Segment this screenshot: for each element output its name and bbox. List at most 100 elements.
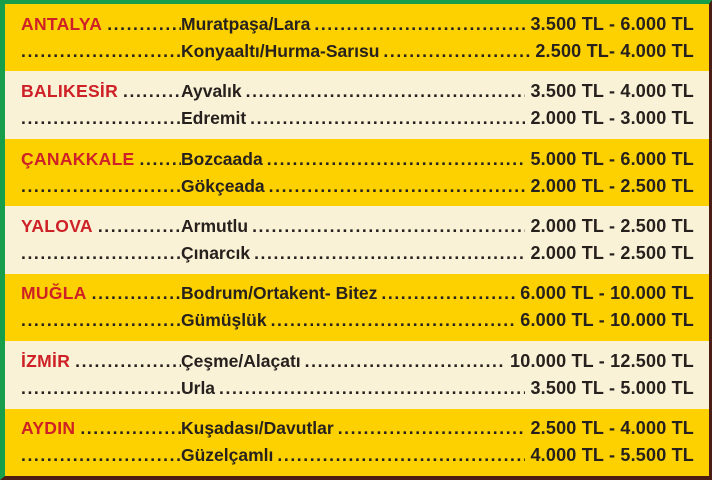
listing-row: Güzelçamlı 4.000 TL - 5.500 TL: [21, 442, 694, 469]
province-cell: [21, 38, 181, 65]
district-label: Muratpaşa/Lara: [181, 13, 311, 34]
price-range: 2.500 TL - 4.000 TL: [530, 418, 694, 439]
district-cell: Urla: [181, 375, 525, 402]
province-cell: ÇANAKKALE: [21, 146, 181, 173]
price-range: 3.500 TL - 5.000 TL: [530, 377, 694, 398]
price-range: 2.000 TL - 2.500 TL: [530, 215, 694, 236]
district-label: Bozcaada: [181, 148, 263, 169]
province-label: İZMİR: [21, 350, 71, 371]
listing-row: AYDIN Kuşadası/Davutlar 2.500 TL - 4.000…: [21, 415, 694, 442]
dot-leader: [123, 78, 181, 105]
province-block-izmir: İZMİR Çeşme/Alaçatı 10.000 TL - 12.500 T…: [5, 341, 709, 409]
province-cell: AYDIN: [21, 415, 181, 442]
province-block-yalova: YALOVA Armutlu 2.000 TL - 2.500 TL Çınar…: [5, 206, 709, 274]
listing-row: Urla 3.500 TL - 5.000 TL: [21, 375, 694, 402]
dot-leader: [21, 38, 181, 65]
province-label: YALOVA: [21, 215, 93, 236]
price-range: 6.000 TL - 10.000 TL: [520, 310, 694, 331]
district-cell: Gümüşlük: [181, 307, 515, 334]
dot-leader: [21, 240, 181, 267]
province-cell: BALIKESİR: [21, 78, 181, 105]
listing-row: Konyaaltı/Hurma-Sarısu 2.500 TL- 4.000 T…: [21, 38, 694, 65]
price-range: 2.500 TL- 4.000 TL: [535, 40, 694, 61]
district-label: Urla: [181, 377, 216, 398]
dot-leader: [21, 442, 181, 469]
district-cell: Edremit: [181, 105, 525, 132]
district-cell: Armutlu: [181, 213, 525, 240]
listing-row: İZMİR Çeşme/Alaçatı 10.000 TL - 12.500 T…: [21, 348, 694, 375]
dot-leader: [267, 146, 526, 173]
province-cell: [21, 442, 181, 469]
district-label: Gökçeada: [181, 175, 265, 196]
dot-leader: [383, 38, 530, 65]
dot-leader: [305, 348, 505, 375]
dot-leader: [107, 11, 181, 38]
dot-leader: [338, 415, 526, 442]
dot-leader: [381, 280, 515, 307]
dot-leader: [246, 78, 526, 105]
listing-row: Edremit 2.000 TL - 3.000 TL: [21, 105, 694, 132]
dot-leader: [250, 105, 525, 132]
district-label: Gümüşlük: [181, 310, 267, 331]
dot-leader: [252, 213, 525, 240]
dot-leader: [21, 307, 181, 334]
district-label: Ayvalık: [181, 81, 242, 102]
district-label: Güzelçamlı: [181, 445, 274, 466]
dot-leader: [21, 173, 181, 200]
dot-leader: [92, 280, 181, 307]
district-cell: Konyaaltı/Hurma-Sarısu: [181, 38, 530, 65]
dot-leader: [21, 105, 181, 132]
province-cell: YALOVA: [21, 213, 181, 240]
district-label: Bodrum/Ortakent- Bitez: [181, 283, 378, 304]
district-cell: Ayvalık: [181, 78, 525, 105]
district-cell: Güzelçamlı: [181, 442, 525, 469]
province-cell: [21, 105, 181, 132]
price-range: 3.500 TL - 6.000 TL: [530, 13, 694, 34]
dot-leader: [140, 146, 181, 173]
dot-leader: [80, 415, 181, 442]
province-label: ÇANAKKALE: [21, 148, 135, 169]
province-block-balikesir: BALIKESİR Ayvalık 3.500 TL - 4.000 TL Ed…: [5, 71, 709, 139]
province-label: ANTALYA: [21, 13, 103, 34]
listing-row: MUĞLA Bodrum/Ortakent- Bitez 6.000 TL - …: [21, 280, 694, 307]
dot-leader: [314, 11, 525, 38]
price-range: 5.000 TL - 6.000 TL: [530, 148, 694, 169]
province-block-aydin: AYDIN Kuşadası/Davutlar 2.500 TL - 4.000…: [5, 408, 709, 476]
price-range: 2.000 TL - 2.500 TL: [530, 242, 694, 263]
district-label: Çeşme/Alaçatı: [181, 350, 301, 371]
province-cell: [21, 173, 181, 200]
province-block-antalya: ANTALYA Muratpaşa/Lara 3.500 TL - 6.000 …: [5, 4, 709, 72]
district-cell: Gökçeada: [181, 173, 525, 200]
district-label: Konyaaltı/Hurma-Sarısu: [181, 40, 380, 61]
dot-leader: [254, 240, 525, 267]
district-label: Kuşadası/Davutlar: [181, 418, 334, 439]
district-cell: Bozcaada: [181, 146, 525, 173]
province-label: BALIKESİR: [21, 81, 119, 102]
price-range: 3.500 TL - 4.000 TL: [530, 81, 694, 102]
district-label: Edremit: [181, 108, 247, 129]
listing-row: Çınarcık 2.000 TL - 2.500 TL: [21, 240, 694, 267]
dot-leader: [271, 307, 516, 334]
listing-row: Gökçeada 2.000 TL - 2.500 TL: [21, 173, 694, 200]
price-range: 6.000 TL - 10.000 TL: [520, 283, 694, 304]
province-cell: ANTALYA: [21, 11, 181, 38]
district-cell: Muratpaşa/Lara: [181, 11, 525, 38]
province-cell: İZMİR: [21, 348, 181, 375]
listing-row: YALOVA Armutlu 2.000 TL - 2.500 TL: [21, 213, 694, 240]
dot-leader: [277, 442, 525, 469]
listing-row: ÇANAKKALE Bozcaada 5.000 TL - 6.000 TL: [21, 146, 694, 173]
province-cell: [21, 307, 181, 334]
price-range: 2.000 TL - 2.500 TL: [530, 175, 694, 196]
price-range: 10.000 TL - 12.500 TL: [510, 350, 694, 371]
listing-row: BALIKESİR Ayvalık 3.500 TL - 4.000 TL: [21, 78, 694, 105]
province-cell: [21, 240, 181, 267]
district-cell: Bodrum/Ortakent- Bitez: [181, 280, 515, 307]
province-block-canakkale: ÇANAKKALE Bozcaada 5.000 TL - 6.000 TL G…: [5, 138, 709, 207]
province-cell: MUĞLA: [21, 280, 181, 307]
price-range: 4.000 TL - 5.500 TL: [530, 445, 694, 466]
province-cell: [21, 375, 181, 402]
dot-leader: [219, 375, 525, 402]
district-label: Çınarcık: [181, 242, 251, 263]
district-cell: Çeşme/Alaçatı: [181, 348, 505, 375]
